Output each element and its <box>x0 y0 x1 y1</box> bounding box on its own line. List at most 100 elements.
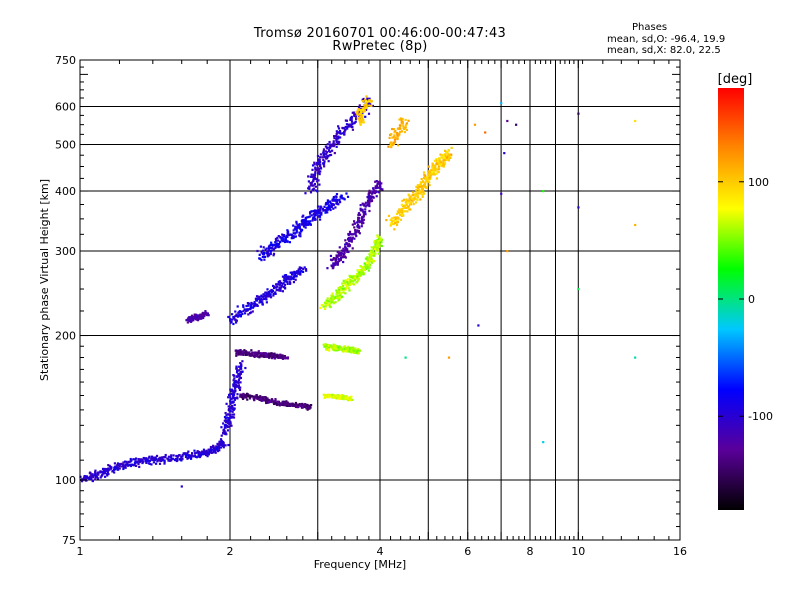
data-point <box>293 271 296 274</box>
data-point <box>423 192 426 195</box>
data-point <box>367 204 371 207</box>
data-point <box>370 246 373 249</box>
data-point <box>341 126 344 130</box>
data-point <box>266 255 269 258</box>
data-point <box>159 456 162 459</box>
data-point <box>351 233 355 236</box>
data-point <box>300 269 303 272</box>
data-point <box>251 352 254 355</box>
data-point <box>187 450 190 453</box>
data-point <box>362 218 365 221</box>
data-point <box>424 174 427 177</box>
data-point <box>236 397 239 400</box>
data-point <box>267 247 270 250</box>
data-point <box>325 153 328 156</box>
data-point <box>252 397 255 400</box>
data-point <box>368 202 371 206</box>
data-point <box>291 276 295 280</box>
data-point <box>123 464 126 468</box>
data-point <box>377 252 381 255</box>
data-point <box>311 175 314 178</box>
data-point <box>367 269 370 272</box>
data-point <box>373 241 376 244</box>
data-point <box>338 201 342 204</box>
data-point <box>342 349 346 352</box>
data-point <box>385 218 388 222</box>
data-point <box>421 195 424 198</box>
data-point <box>229 422 232 425</box>
data-point <box>407 119 410 122</box>
data-point <box>359 120 363 123</box>
data-point <box>364 201 367 204</box>
data-point <box>99 476 102 479</box>
data-point <box>107 464 110 467</box>
data-point <box>326 206 329 209</box>
data-point <box>113 467 117 471</box>
data-point <box>317 167 321 171</box>
data-point <box>391 220 394 223</box>
data-point <box>359 118 362 121</box>
data-point <box>364 208 367 211</box>
data-point <box>322 151 325 154</box>
data-point <box>253 399 256 402</box>
data-point <box>407 208 411 211</box>
data-point <box>281 239 285 243</box>
data-point <box>400 121 403 124</box>
data-point <box>297 272 300 275</box>
data-point <box>441 156 445 159</box>
data-point <box>255 353 258 356</box>
data-point <box>356 226 359 229</box>
data-point <box>329 344 332 347</box>
data-point <box>262 293 265 296</box>
data-point <box>365 106 368 109</box>
data-point <box>399 218 402 221</box>
data-point <box>374 185 377 188</box>
data-point <box>337 125 340 128</box>
data-point <box>346 250 349 254</box>
data-point <box>368 209 371 213</box>
data-point <box>323 396 326 400</box>
data-point <box>244 394 247 397</box>
data-point <box>387 214 391 217</box>
data-point <box>232 373 235 377</box>
data-point <box>442 165 445 168</box>
data-point <box>325 395 328 398</box>
data-point <box>515 123 518 126</box>
data-point <box>295 405 298 409</box>
data-point <box>355 221 359 224</box>
data-point <box>364 98 367 101</box>
data-point <box>234 396 237 400</box>
data-point <box>357 106 361 109</box>
data-point <box>334 206 337 209</box>
data-point <box>325 209 328 212</box>
data-point <box>286 401 289 404</box>
data-point <box>314 166 317 169</box>
data-point <box>229 397 232 401</box>
data-point <box>401 207 404 210</box>
data-point <box>94 469 97 472</box>
data-point <box>318 183 321 186</box>
data-point <box>409 208 412 211</box>
data-point <box>322 150 325 153</box>
data-point <box>367 112 371 115</box>
data-point <box>237 380 240 383</box>
data-point <box>278 354 281 357</box>
data-point <box>394 129 397 133</box>
data-point <box>339 195 342 198</box>
data-point <box>326 345 330 348</box>
data-point <box>431 167 434 170</box>
data-point <box>348 350 351 353</box>
data-point <box>436 171 439 174</box>
data-point <box>250 305 253 308</box>
data-point <box>118 463 121 467</box>
data-point <box>333 396 336 399</box>
data-point <box>150 455 154 458</box>
data-point <box>359 122 362 125</box>
data-point <box>450 146 453 150</box>
data-point <box>335 201 339 204</box>
data-point <box>365 99 368 103</box>
data-point <box>286 233 289 236</box>
data-point <box>347 243 351 246</box>
data-point <box>428 170 431 173</box>
